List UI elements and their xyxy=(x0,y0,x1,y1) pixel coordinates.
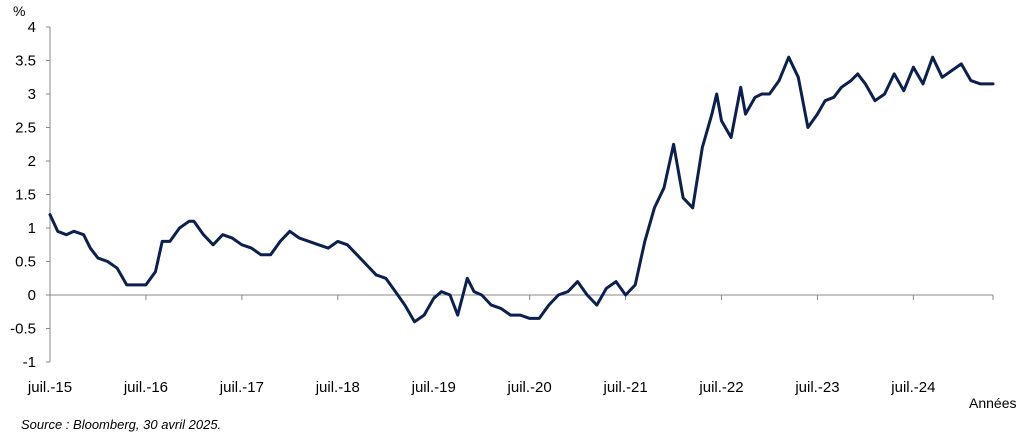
y-tick-labels: -1 -0.5 0 0.5 1 1.5 2 2.5 3 3.5 4 xyxy=(10,19,36,371)
y-tick-label: 4 xyxy=(28,19,36,36)
y-tick-label: 3 xyxy=(28,86,36,103)
axes xyxy=(46,26,994,363)
series-line xyxy=(48,55,995,324)
x-tick-label: juil.-15 xyxy=(27,379,72,396)
x-tick-label: juil.-17 xyxy=(219,379,264,396)
y-tick-label: -0.5 xyxy=(10,321,36,338)
x-tick-label: juil.-20 xyxy=(507,379,552,396)
x-tick-label: juil.-19 xyxy=(411,379,456,396)
y-tick-label: 2.5 xyxy=(15,120,36,137)
x-axis-label: Années xyxy=(969,395,1016,411)
x-tick-label: juil.-16 xyxy=(123,379,168,396)
x-tick-label: juil.-23 xyxy=(794,379,839,396)
y-tick-label: 1 xyxy=(28,220,36,237)
x-tick-label: juil.-18 xyxy=(315,379,360,396)
y-tick-label: 0 xyxy=(28,287,36,304)
y-tick-label: 2 xyxy=(28,153,36,170)
x-tick-label: juil.-21 xyxy=(602,379,647,396)
y-axis-label: % xyxy=(13,3,25,19)
x-tick-label: juil.-22 xyxy=(698,379,743,396)
x-tick-label: juil.-24 xyxy=(890,379,935,396)
y-tick-label: -1 xyxy=(23,354,36,371)
x-tick-labels: juil.-15 juil.-16 juil.-17 juil.-18 juil.-19… xyxy=(27,379,936,396)
y-tick-label: 0.5 xyxy=(15,254,36,271)
y-tick-label: 3.5 xyxy=(15,53,36,70)
y-tick-label: 1.5 xyxy=(15,187,36,204)
source-note: Source : Bloomberg, 30 avril 2025. xyxy=(21,417,222,432)
